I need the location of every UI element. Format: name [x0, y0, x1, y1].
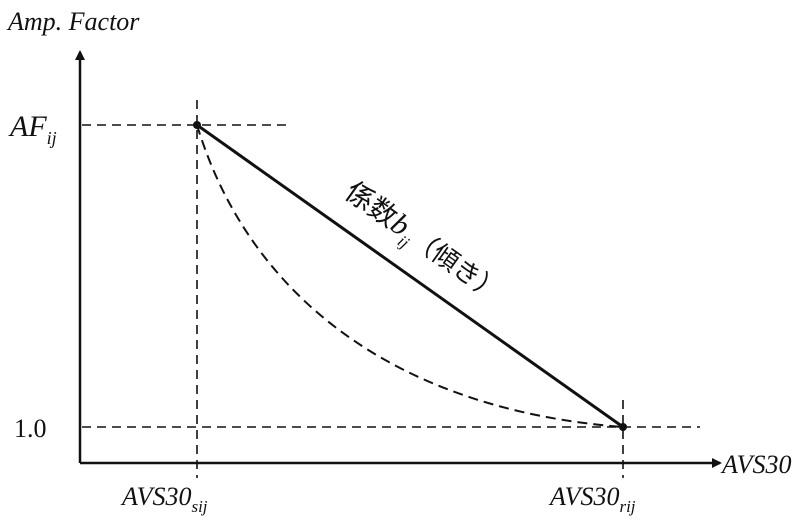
point-af: [193, 121, 201, 129]
x-tick-rij: AVS30rij: [548, 482, 636, 516]
y-tick-af: AFij: [8, 110, 57, 148]
slope-line: [196, 123, 624, 429]
point-one: [619, 423, 627, 431]
y-axis-label: Amp. Factor: [6, 7, 140, 36]
x-tick-sij: AVS30sij: [120, 482, 208, 516]
x-axis-label: AVS30: [720, 450, 791, 479]
dashed-curve: [196, 124, 624, 428]
y-tick-one: 1.0: [14, 414, 47, 443]
